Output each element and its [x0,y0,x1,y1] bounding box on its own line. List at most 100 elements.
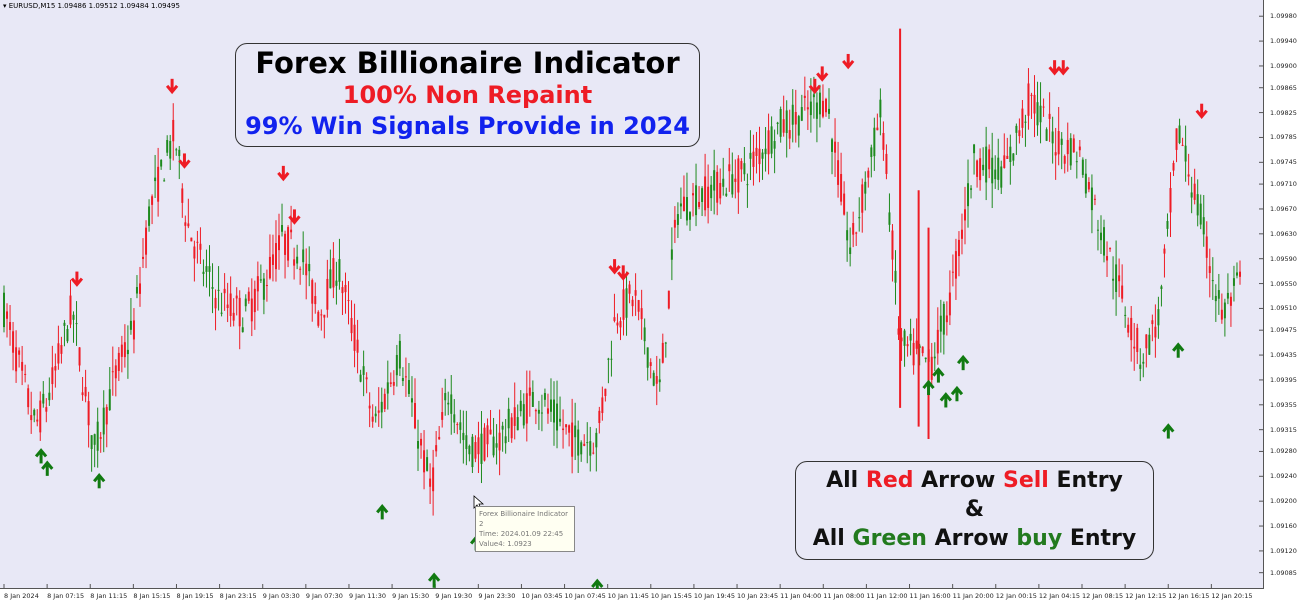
candle-body [229,293,232,316]
candle-body [401,378,404,382]
candle-body [1217,290,1220,299]
time-tick-label: 12 Jan 12:15 [1125,592,1167,600]
price-tick-label: 1.09355 [1270,400,1297,409]
candle-body [710,184,713,199]
candle [450,375,453,435]
candle-body [855,232,858,234]
candle [462,410,465,464]
candle-body [359,374,362,382]
candle [299,266,302,285]
tooltip-name: Forex Billionaire Indicator [479,510,569,518]
candle-body [371,416,374,422]
candle [63,320,66,347]
candle [791,89,794,143]
candle [1169,172,1172,238]
candle-body [640,308,643,320]
candle-body [553,399,556,423]
candle-body [1193,183,1196,200]
candle [510,413,513,443]
candle-body [909,333,912,341]
candle [223,273,226,311]
candle [271,234,274,282]
legend-text: Entry [1062,526,1137,551]
candle-body [386,382,389,394]
candle [973,143,976,175]
candle [831,137,834,175]
candle [344,272,347,314]
candle [1193,168,1196,205]
candle-body [894,270,897,283]
candle [81,376,84,401]
candle-body [939,315,942,332]
candle [713,149,716,215]
candle [78,347,81,372]
candle [924,357,927,363]
candle [1039,82,1042,144]
candle [988,144,991,179]
candle-body [589,441,592,456]
candle-body [692,193,695,196]
sell-arrow-icon [842,53,855,70]
candle [287,225,290,268]
candle [126,325,129,379]
candle [96,407,99,468]
candle [453,399,456,434]
candle-body [1063,156,1066,164]
candle-body [849,247,852,255]
legend-text: Arrow [926,526,1017,551]
candle [193,240,196,282]
candle-body [891,230,894,260]
candle [1087,177,1090,193]
candle [897,316,900,340]
candle-body [1202,217,1205,235]
candle [1217,273,1220,315]
candle-body [9,322,12,330]
time-tick-label: 8 Jan 19:15 [176,592,214,600]
candle-body [970,188,973,190]
candle-body [528,387,531,396]
candle [546,393,549,424]
candle-body [1109,248,1112,250]
candle-body [205,266,208,272]
candle-body [861,184,864,213]
candle-body [664,342,667,344]
candle [154,154,157,198]
candle-body [1223,302,1226,319]
candle-body [18,350,21,355]
candle-body [707,186,710,208]
candle-body [749,152,752,159]
candle-body [1012,153,1015,161]
candle-body [879,99,882,118]
candle-body [93,434,96,445]
candle-body [525,393,528,424]
candle-body [214,297,217,309]
candle-body [852,222,855,235]
candle-body [501,425,504,430]
candle-body [271,254,274,265]
candle-body [250,298,253,322]
candle-body [332,258,335,288]
price-tick-label: 1.09085 [1270,568,1297,577]
candle [48,377,51,406]
candle-body [1211,280,1214,282]
candle-body [912,342,915,366]
candle [395,344,398,387]
candle-body [1163,248,1166,254]
candle [821,84,824,119]
candle [268,234,271,280]
candle [673,206,676,244]
candle-body [1214,295,1217,302]
candle-body [202,271,205,274]
candle-body [1057,131,1060,155]
candle [967,159,970,228]
candle-body [1000,166,1003,188]
candle [1112,256,1115,300]
candle-body [713,170,716,191]
candle [72,311,75,343]
price-chart[interactable] [0,0,1264,589]
candle [90,435,93,472]
candle-body [685,197,688,221]
candle-body [1151,320,1154,325]
candle [773,129,776,174]
candle [311,278,314,322]
